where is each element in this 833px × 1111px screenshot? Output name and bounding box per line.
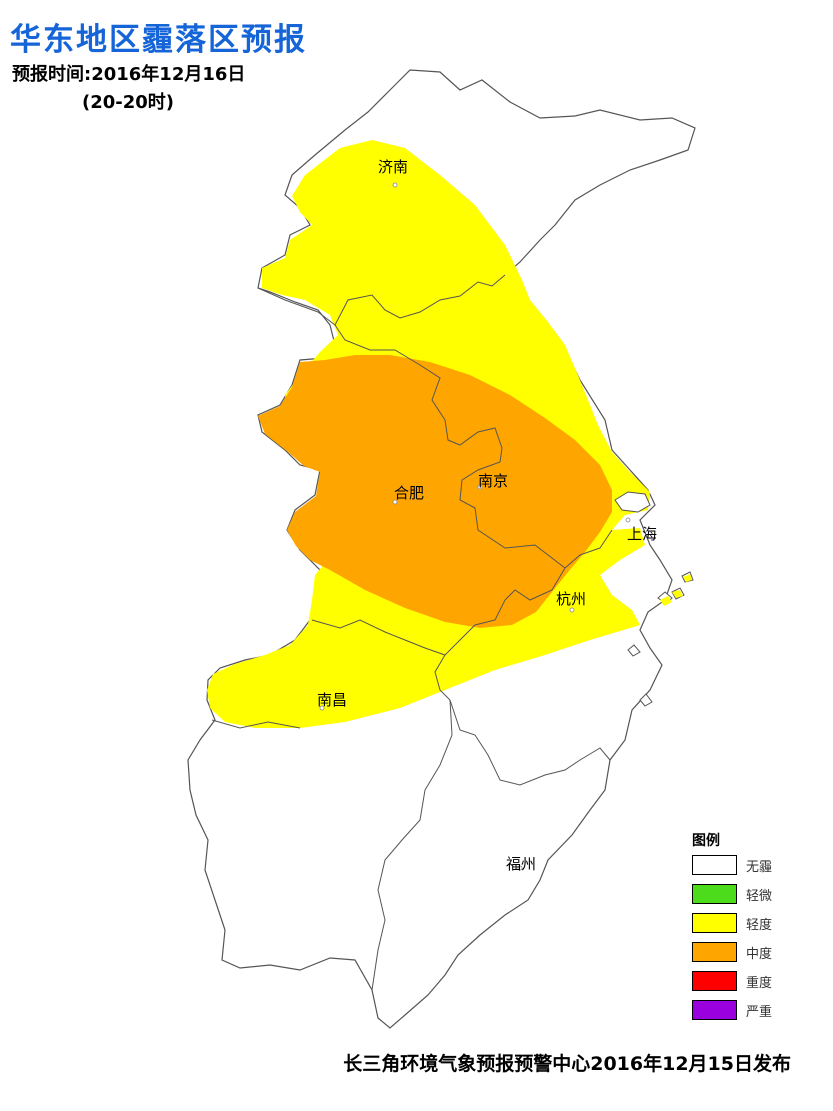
city-label-nanjing: 南京 xyxy=(478,472,508,490)
issuer-footer: 长三角环境气象预报预警中心2016年12月15日发布 xyxy=(343,1053,791,1075)
legend-label: 重度 xyxy=(746,975,773,991)
legend-swatch xyxy=(692,855,737,875)
legend-title: 图例 xyxy=(692,833,720,849)
legend-label: 轻微 xyxy=(746,888,773,904)
legend-item-moderate: 中度 xyxy=(692,942,802,962)
legend-item-slight: 轻微 xyxy=(692,884,802,904)
legend-swatch xyxy=(692,884,737,904)
city-label-shanghai: 上海 xyxy=(627,525,657,543)
province-boundaries xyxy=(211,274,613,991)
legend: 图例 无霾 轻微 轻度 中度 重度 严重 xyxy=(692,830,802,1029)
city-markers xyxy=(319,182,631,871)
legend-label: 中度 xyxy=(746,946,773,962)
legend-swatch xyxy=(692,913,737,933)
legend-swatch xyxy=(692,971,737,991)
legend-item-light: 轻度 xyxy=(692,913,802,933)
city-label-hefei: 合肥 xyxy=(394,484,424,502)
city-label-jinan: 济南 xyxy=(378,158,408,176)
forecast-period: (20-20时) xyxy=(82,92,175,113)
legend-item-severe: 严重 xyxy=(692,1000,802,1020)
legend-item-none: 无霾 xyxy=(692,855,802,875)
city-label-hangzhou: 杭州 xyxy=(556,590,586,608)
city-label-fuzhou: 福州 xyxy=(506,855,536,873)
yellow-islands xyxy=(660,574,692,606)
forecast-time: 预报时间:2016年12月16日 xyxy=(12,64,246,85)
legend-swatch xyxy=(692,1000,737,1020)
legend-label: 无霾 xyxy=(746,859,773,875)
legend-item-heavy: 重度 xyxy=(692,971,802,991)
legend-label: 严重 xyxy=(746,1004,773,1020)
legend-swatch xyxy=(692,942,737,962)
legend-label: 轻度 xyxy=(746,917,773,933)
map-title: 华东地区霾落区预报 xyxy=(10,22,307,58)
haze-zone-moderate xyxy=(258,355,612,628)
city-label-nanchang: 南昌 xyxy=(317,691,347,709)
